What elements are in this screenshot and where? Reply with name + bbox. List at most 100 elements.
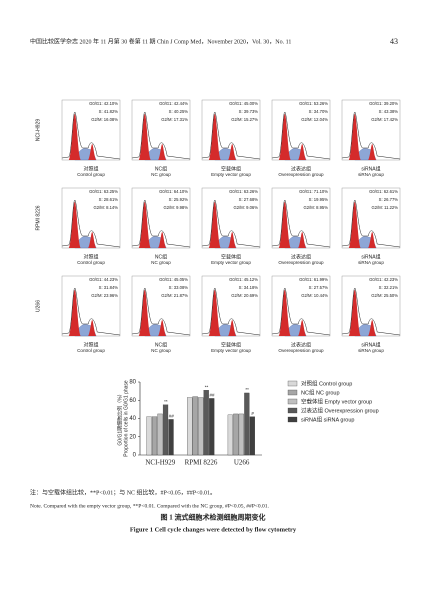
histogram-outline [341,111,401,160]
g2-peak [158,144,167,160]
group-cn: 过表达组 [291,341,311,348]
note-cn: 注：与空载体组比较，**P<0.01；与 NC 组比较，#P<0.05，##P<… [30,488,216,496]
g1-peak [208,202,221,248]
cell-stat: G2/M: 9.98% [164,205,189,210]
legend-swatch [287,407,298,414]
bar [244,392,250,456]
cell-stat: S: 33.08% [169,285,189,290]
group-en: Overexpression group [278,348,324,353]
significance-mark: ** [245,387,249,392]
cell-stat: G2/M: 17.31% [161,117,188,122]
bar [192,396,198,456]
significance-mark: ** [164,399,168,404]
g2-peak [298,232,307,248]
histogram-outline [61,111,121,160]
histogram-outline [131,199,191,248]
cell-stat: S: 27.68% [239,197,259,202]
group-en: Control group [77,348,105,353]
g1-peak [208,114,221,160]
cell-stat: S: 26.77% [379,197,399,202]
g2-peak [368,320,377,336]
group-cn: 过表达组 [291,165,311,172]
group-cn: 空载体组 [221,341,241,348]
cell-stat: G0/G1: 42.44% [159,101,188,106]
legend-label: NC组 NC group [301,388,340,396]
g2-peak [368,144,377,160]
cell-stat: G0/G1: 64.10% [159,189,188,194]
cell-stat: S: 40.25% [169,109,189,114]
cell-stat: S: 32.21% [379,285,399,290]
group-en: Control group [77,172,105,177]
row-label: RPMI 8226 [35,205,41,230]
histogram-outline [201,287,261,336]
cell-stat: G2/M: 10.44% [301,293,328,298]
group-cn: 对照组 [83,165,98,172]
g2-peak [228,320,237,336]
g1-peak [278,202,291,248]
bar [151,416,158,456]
bar [249,416,255,456]
bar [203,390,209,456]
cell-stat: S: 34.70% [309,109,329,114]
significance-mark: ## [209,393,215,398]
histogram-outline [271,111,331,160]
group-en: Empty vector group [211,172,251,177]
histogram-outline [271,287,331,336]
g2-peak [228,144,237,160]
cell-stat: G0/G1: 39.20% [369,101,398,106]
g1-peak [278,290,291,336]
cell-stat: G0/G1: 61.99% [299,277,328,282]
significance-mark: # [251,411,254,416]
g1-peak [348,202,361,248]
g1-peak [138,114,151,160]
legend-swatch [287,416,298,423]
cell-stat: S: 41.82% [99,109,119,114]
g1-peak [68,114,81,160]
group-en: NC group [151,260,171,265]
y-axis-label: G0/G1期细胞比例（%） [116,391,123,445]
g1-peak [68,290,81,336]
bar [168,419,174,456]
g1-peak [138,290,151,336]
y-tick-label: 0 [133,453,137,459]
cell-stat: S: 28.61% [99,197,119,202]
y-axis-label-en: Proportion of cells in G0/G1 phase [123,380,129,457]
histogram-outline [61,287,121,336]
bar [146,416,152,456]
bar [233,413,239,456]
g2-peak [298,320,307,336]
histogram-outline [131,287,191,336]
bar [238,413,244,456]
group-en: Overexpression group [278,260,324,265]
significance-mark: ## [169,414,175,419]
x-tick-label: RPMI 8226 [185,459,218,467]
group-en: NC group [151,172,171,177]
running-header: 中国比较医学杂志 2020 年 11 月第 30 卷第 11 期 Chin J … [30,37,291,45]
y-tick-label: 40 [129,416,136,422]
group-en: Empty vector group [211,260,251,265]
cell-stat: G2/M: 8.14% [94,205,119,210]
cell-stat: G2/M: 8.95% [304,205,329,210]
cell-stat: S: 27.57% [309,285,329,290]
cell-stat: G0/G1: 53.26% [299,101,328,106]
cell-stat: G0/G1: 45.12% [229,277,258,282]
group-cn: siRNA组 [361,165,380,172]
cell-stat: S: 19.95% [309,197,329,202]
cell-stat: G0/G1: 42.10% [89,101,118,106]
g2-peak [158,232,167,248]
g1-peak [138,202,151,248]
g1-peak [348,290,361,336]
y-tick-label: 80 [129,380,136,386]
y-tick-label: 60 [129,398,136,404]
histogram-outline [341,287,401,336]
cell-stat: G2/M: 17.42% [371,117,398,122]
histogram-outline [201,111,261,160]
cell-stat: G0/G1: 45.00% [229,101,258,106]
cell-stat: G0/G1: 45.05% [159,277,188,282]
cell-stat: G2/M: 9.06% [234,205,259,210]
bar [227,414,233,456]
cell-stat: G0/G1: 44.23% [89,277,118,282]
group-en: Overexpression group [278,172,324,177]
y-tick-label: 20 [129,434,136,440]
